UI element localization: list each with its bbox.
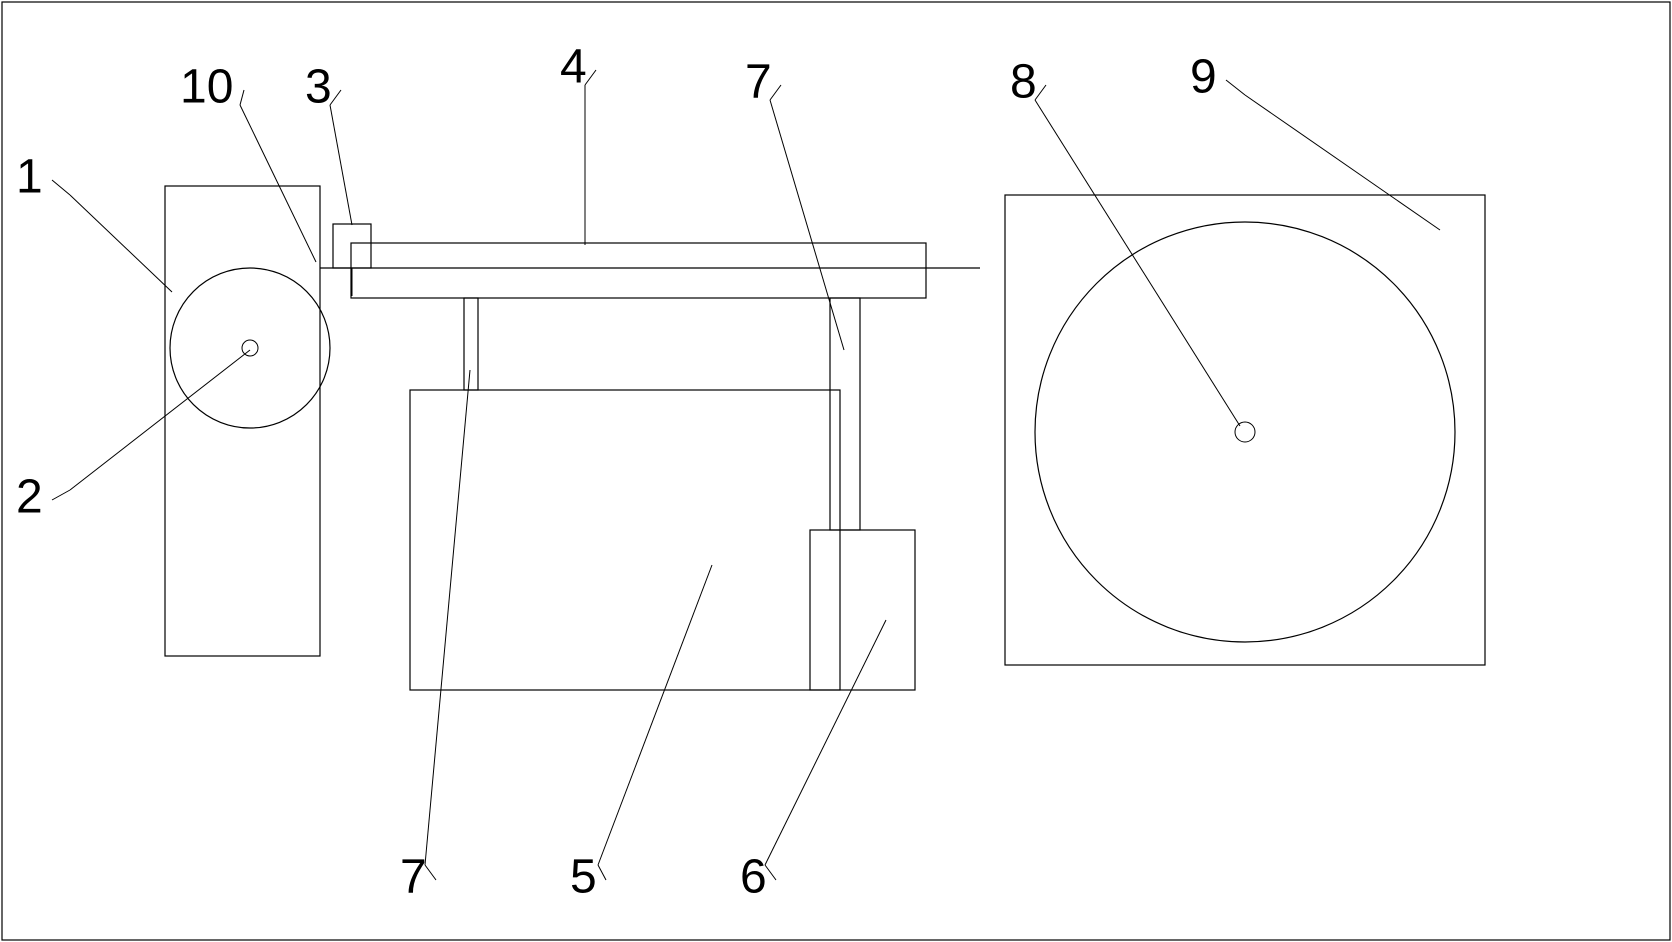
leader-5-h — [598, 865, 606, 880]
label-4: 4 — [560, 41, 587, 94]
figure-frame — [2, 2, 1670, 940]
label-7_bottom: 7 — [400, 851, 427, 904]
label-7_top: 7 — [745, 56, 772, 109]
leader-10 — [240, 105, 316, 262]
leader-9 — [1245, 95, 1440, 230]
bar-4 — [351, 243, 926, 298]
label-5: 5 — [570, 851, 597, 904]
box-6 — [810, 530, 915, 690]
label-6: 6 — [740, 851, 767, 904]
box-1 — [165, 186, 320, 656]
leader-2-h — [52, 490, 70, 500]
leader-1 — [70, 195, 172, 292]
leader-2 — [70, 350, 250, 490]
box-5 — [410, 390, 840, 690]
label-1: 1 — [16, 151, 43, 204]
label-8: 8 — [1010, 56, 1037, 109]
leader-3 — [330, 105, 352, 225]
leader-7_bottom — [425, 370, 470, 865]
pipe-7-right — [830, 298, 860, 530]
circle-2-hub — [242, 340, 258, 356]
leader-1-h — [52, 180, 70, 195]
pipe-7-left — [464, 298, 478, 390]
label-3: 3 — [305, 61, 332, 114]
leader-6 — [765, 620, 886, 865]
label-9: 9 — [1190, 51, 1217, 104]
circle-2 — [170, 268, 330, 428]
leader-7_top — [770, 100, 844, 350]
leader-10-h — [240, 90, 244, 105]
circle-8 — [1035, 222, 1455, 642]
label-10: 10 — [180, 61, 233, 114]
circle-8-hub — [1235, 422, 1255, 442]
box-9 — [1005, 195, 1485, 665]
leader-8 — [1035, 100, 1240, 426]
label-2: 2 — [16, 471, 43, 524]
leader-9-h — [1226, 80, 1245, 95]
block-3 — [333, 224, 371, 268]
leader-5 — [598, 565, 712, 865]
